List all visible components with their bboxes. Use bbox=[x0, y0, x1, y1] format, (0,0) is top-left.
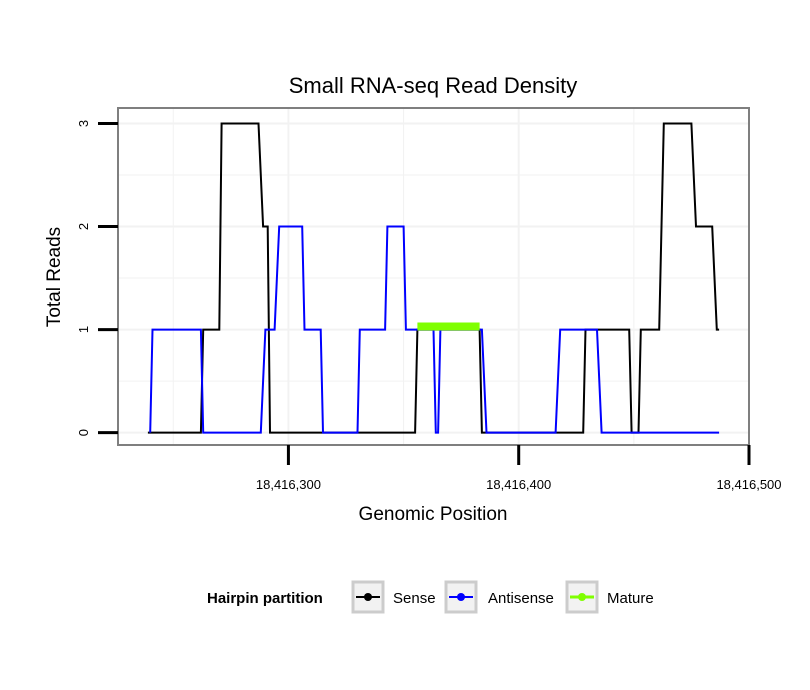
x-tick-label: 18,416,300 bbox=[256, 477, 321, 492]
legend-point-sense bbox=[364, 593, 372, 601]
legend-point-mature bbox=[578, 593, 586, 601]
legend-label-antisense: Antisense bbox=[488, 590, 554, 607]
y-axis-title: Total Reads bbox=[44, 227, 65, 327]
legend-title: Hairpin partition bbox=[207, 590, 323, 607]
y-tick-label: 2 bbox=[76, 223, 91, 230]
grid bbox=[118, 108, 749, 445]
y-tick-label: 1 bbox=[76, 326, 91, 333]
legend-point-antisense bbox=[457, 593, 465, 601]
legend: Hairpin partition Sense Antisense Mature bbox=[207, 580, 654, 614]
x-tick-label: 18,416,400 bbox=[486, 477, 551, 492]
x-tick-label: 18,416,500 bbox=[716, 477, 781, 492]
x-axis-title: Genomic Position bbox=[359, 504, 508, 525]
series-lines bbox=[147, 122, 720, 434]
y-tick-label: 0 bbox=[76, 429, 91, 436]
axes: 0 1 2 3 18,416,300 18,416,400 18,416,500 bbox=[76, 120, 782, 492]
chart-title: Small RNA-seq Read Density bbox=[289, 73, 578, 98]
plot-panel bbox=[117, 107, 750, 446]
y-tick-label: 3 bbox=[76, 120, 91, 127]
legend-label-mature: Mature bbox=[607, 590, 654, 607]
series-line-antisense bbox=[149, 225, 720, 434]
legend-label-sense: Sense bbox=[393, 590, 436, 607]
